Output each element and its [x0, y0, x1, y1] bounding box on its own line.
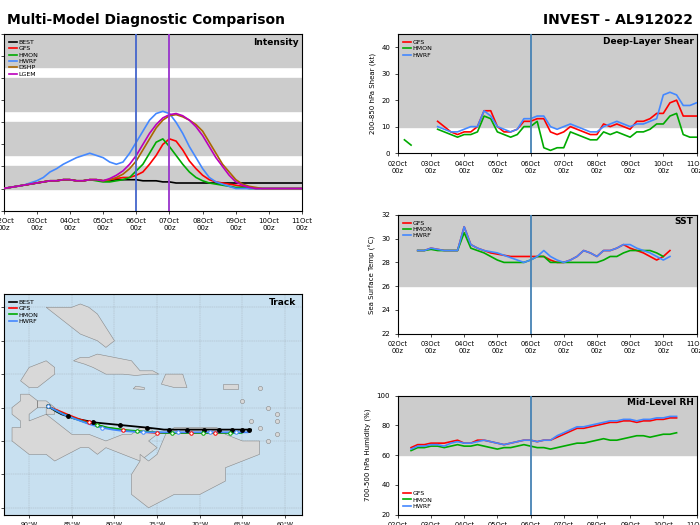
Polygon shape — [12, 394, 157, 461]
Y-axis label: Sea Surface Temp (°C): Sea Surface Temp (°C) — [368, 235, 376, 313]
Polygon shape — [133, 386, 144, 390]
Text: SST: SST — [675, 217, 694, 226]
Text: Intensity: Intensity — [253, 38, 299, 47]
Polygon shape — [74, 354, 159, 375]
Bar — [4, 78, 302, 111]
Bar — [398, 215, 696, 262]
Legend: BEST, GFS, HMON, HWRF: BEST, GFS, HMON, HWRF — [6, 297, 41, 327]
Text: Track: Track — [269, 298, 296, 307]
Y-axis label: 700-500 hPa Humidity (%): 700-500 hPa Humidity (%) — [365, 409, 371, 501]
Bar — [398, 34, 696, 100]
Text: Mid-Level RH: Mid-Level RH — [626, 398, 694, 407]
Bar — [398, 396, 696, 425]
Polygon shape — [46, 304, 114, 348]
Bar — [398, 262, 696, 286]
Text: Multi-Model Diagnostic Comparison: Multi-Model Diagnostic Comparison — [7, 13, 285, 27]
Legend: GFS, HMON, HWRF: GFS, HMON, HWRF — [401, 488, 435, 511]
Bar — [4, 122, 302, 155]
Bar — [398, 100, 696, 127]
Legend: GFS, HMON, HWRF: GFS, HMON, HWRF — [401, 218, 435, 241]
Polygon shape — [132, 428, 260, 508]
Bar — [4, 34, 302, 67]
Bar — [398, 425, 696, 455]
Polygon shape — [223, 384, 238, 389]
Polygon shape — [162, 374, 187, 387]
Polygon shape — [20, 361, 55, 387]
Text: INVEST - AL912022: INVEST - AL912022 — [543, 13, 693, 27]
Bar — [4, 166, 302, 188]
Legend: GFS, HMON, HWRF: GFS, HMON, HWRF — [401, 37, 435, 60]
Text: Deep-Layer Shear: Deep-Layer Shear — [603, 37, 694, 46]
Y-axis label: 200-850 hPa Shear (kt): 200-850 hPa Shear (kt) — [369, 53, 376, 134]
Legend: BEST, GFS, HMON, HWRF, DSHP, LGEM: BEST, GFS, HMON, HWRF, DSHP, LGEM — [6, 37, 41, 79]
